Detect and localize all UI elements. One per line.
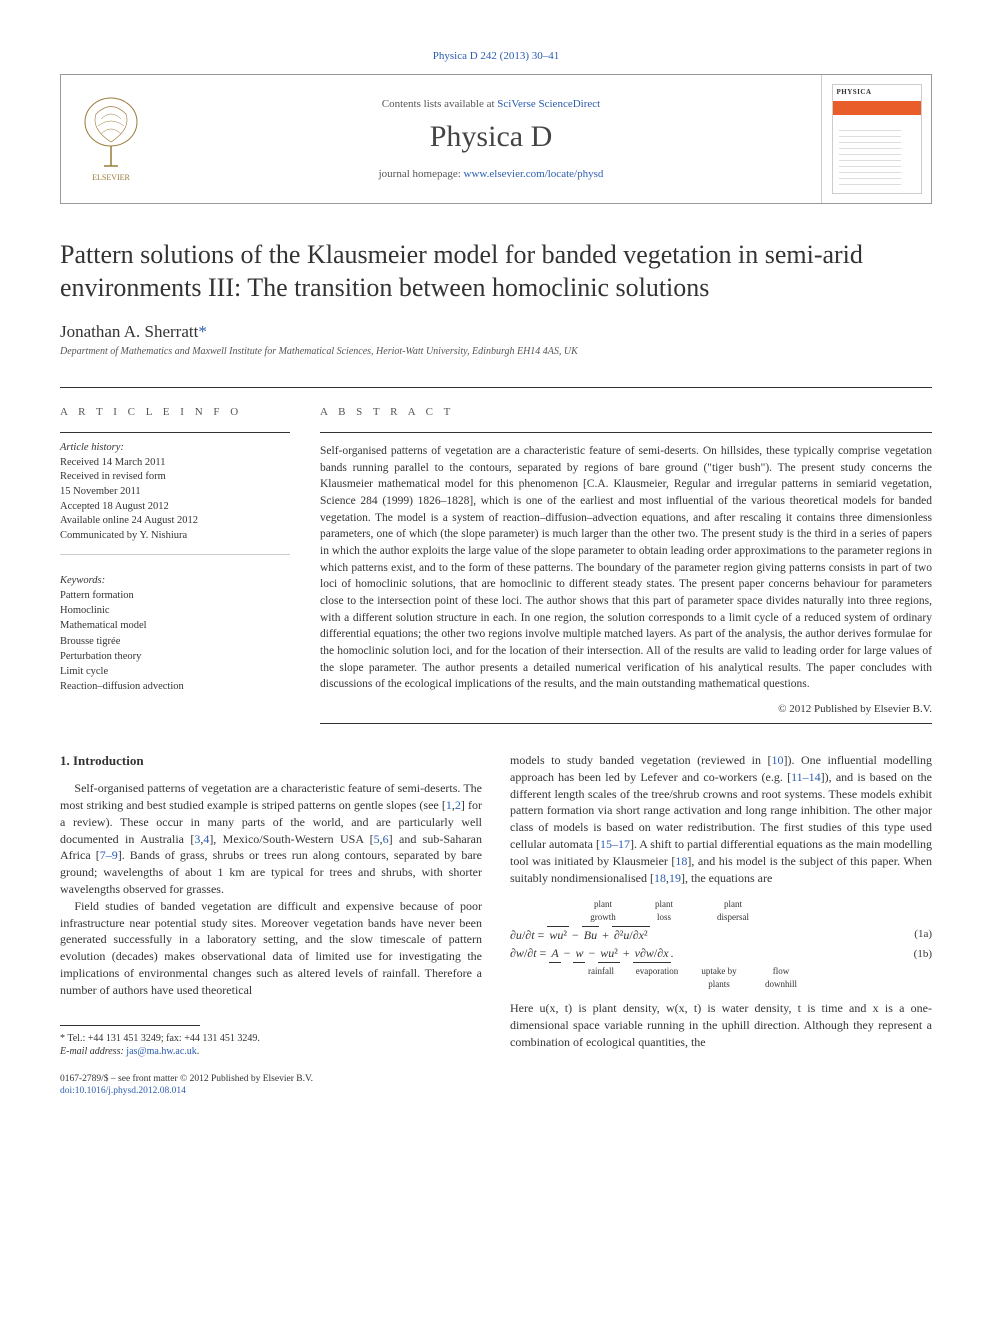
eq-label: plant loss [650, 898, 678, 923]
equation-overbrace-labels: plant growth plant loss plant dispersal [586, 898, 932, 923]
article-info-column: A R T I C L E I N F O Article history: R… [60, 387, 290, 724]
equation-number: (1a) [914, 927, 932, 942]
accepted-date: Accepted 18 August 2012 [60, 500, 290, 515]
abstract-header: A B S T R A C T [320, 406, 932, 418]
footnote-tel: Tel.: +44 131 451 3249; fax: +44 131 451… [67, 1033, 260, 1044]
doi-label: doi: [60, 1086, 75, 1096]
journal-name: Physica D [430, 120, 553, 154]
equation-block: plant growth plant loss plant dispersal … [510, 898, 932, 990]
history-label: Article history: [60, 441, 290, 456]
journal-header-center: Contents lists available at SciVerse Sci… [161, 75, 821, 203]
ref-link[interactable]: 19 [669, 871, 681, 885]
keyword: Brousse tigrée [60, 634, 290, 649]
keyword: Pattern formation [60, 588, 290, 603]
keyword: Reaction–diffusion advection [60, 679, 290, 694]
keyword: Limit cycle [60, 664, 290, 679]
author-email-link[interactable]: jas@ma.hw.ac.uk [126, 1046, 196, 1057]
ref-link[interactable]: 1 [446, 798, 452, 812]
svg-text:ELSEVIER: ELSEVIER [92, 173, 130, 182]
revised-label: Received in revised form [60, 470, 290, 485]
journal-homepage-line: journal homepage: www.elsevier.com/locat… [379, 168, 604, 180]
contents-lists-line: Contents lists available at SciVerse Sci… [382, 98, 600, 110]
sciencedirect-link[interactable]: SciVerse ScienceDirect [497, 98, 600, 110]
equation-number: (1b) [914, 947, 932, 962]
journal-header-box: ELSEVIER Contents lists available at Sci… [60, 74, 932, 204]
doi-value: 10.1016/j.physd.2012.08.014 [75, 1086, 186, 1096]
ref-link[interactable]: 2 [455, 798, 461, 812]
eq-label: uptake by plants [698, 965, 740, 990]
keyword: Homoclinic [60, 603, 290, 618]
keywords-block: Keywords: Pattern formation Homoclinic M… [60, 573, 290, 695]
corresponding-footnote: * Tel.: +44 131 451 3249; fax: +44 131 4… [60, 1032, 482, 1059]
body-paragraph: Self-organised patterns of vegetation ar… [60, 780, 482, 898]
footnote-marker: * [60, 1033, 65, 1044]
footer-block: 0167-2789/$ – see front matter © 2012 Pu… [60, 1073, 482, 1099]
section-number: 1. [60, 753, 70, 768]
cover-thumbnail-cell [821, 75, 931, 203]
abstract-column: A B S T R A C T Self-organised patterns … [320, 387, 932, 724]
article-title: Pattern solutions of the Klausmeier mode… [60, 239, 932, 304]
equation-underbrace-labels: rainfall evaporation uptake by plants fl… [586, 965, 932, 990]
eq-label: plant dispersal [708, 898, 758, 923]
footnote-separator [60, 1025, 200, 1026]
body-paragraph: Here u(x, t) is plant density, w(x, t) i… [510, 1000, 932, 1050]
section-title: Introduction [73, 753, 144, 768]
publisher-logo-cell: ELSEVIER [61, 75, 161, 203]
received-date: Received 14 March 2011 [60, 456, 290, 471]
contents-prefix: Contents lists available at [382, 98, 497, 110]
author-affiliation: Department of Mathematics and Maxwell In… [60, 346, 932, 357]
author-name: Jonathan A. Sherratt [60, 322, 198, 341]
article-info-header: A R T I C L E I N F O [60, 406, 290, 418]
body-paragraph: Field studies of banded vegetation are d… [60, 898, 482, 999]
section-heading: 1. Introduction [60, 752, 482, 770]
abstract-text: Self-organised patterns of vegetation ar… [320, 443, 932, 693]
keywords-label: Keywords: [60, 573, 290, 588]
issn-line: 0167-2789/$ – see front matter © 2012 Pu… [60, 1074, 313, 1084]
journal-cover-thumbnail [832, 84, 922, 194]
ref-link[interactable]: 15–17 [600, 837, 630, 851]
equation-1a: ∂u/∂t = wu² − Bu + ∂²u/∂x² (1a) [510, 926, 932, 944]
ref-link[interactable]: 6 [383, 832, 389, 846]
eq-label: plant growth [586, 898, 620, 923]
revised-date: 15 November 2011 [60, 485, 290, 500]
eq-label: rainfall [586, 965, 616, 990]
ref-link[interactable]: 3 [194, 832, 200, 846]
eq-label: flow downhill [758, 965, 804, 990]
author-line: Jonathan A. Sherratt* [60, 322, 932, 342]
keyword: Mathematical model [60, 618, 290, 633]
ref-link[interactable]: 7–9 [100, 848, 118, 862]
abstract-copyright: © 2012 Published by Elsevier B.V. [320, 703, 932, 715]
online-date: Available online 24 August 2012 [60, 514, 290, 529]
communicated-by: Communicated by Y. Nishiura [60, 529, 290, 544]
elsevier-tree-logo: ELSEVIER [76, 94, 146, 184]
ref-link[interactable]: 4 [203, 832, 209, 846]
body-column-left: 1. Introduction Self-organised patterns … [60, 752, 482, 1098]
ref-link[interactable]: 18 [654, 871, 666, 885]
corresponding-author-marker[interactable]: * [198, 322, 207, 341]
body-column-right: models to study banded vegetation (revie… [510, 752, 932, 1098]
body-paragraph: models to study banded vegetation (revie… [510, 752, 932, 886]
eq-label: evaporation [634, 965, 680, 990]
keyword: Perturbation theory [60, 649, 290, 664]
equation-1b: ∂w/∂t = A − w − wu² + ν∂w/∂x. (1b) [510, 945, 932, 963]
ref-link[interactable]: 18 [675, 854, 687, 868]
journal-homepage-link[interactable]: www.elsevier.com/locate/physd [464, 168, 604, 180]
article-history-block: Article history: Received 14 March 2011 … [60, 441, 290, 544]
homepage-prefix: journal homepage: [379, 168, 464, 180]
ref-link[interactable]: 5 [374, 832, 380, 846]
ref-link[interactable]: 10 [772, 753, 784, 767]
ref-link[interactable]: 11–14 [791, 770, 821, 784]
header-citation: Physica D 242 (2013) 30–41 [60, 50, 932, 62]
doi-link[interactable]: doi:10.1016/j.physd.2012.08.014 [60, 1086, 186, 1096]
email-label: E-mail address: [60, 1046, 124, 1057]
